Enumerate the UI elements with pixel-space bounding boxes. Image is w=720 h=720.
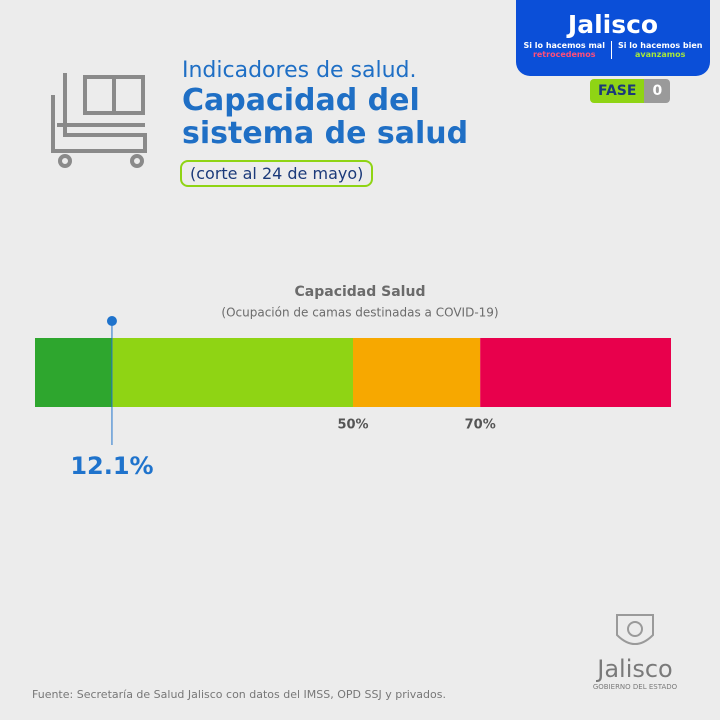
kicker: Indicadores de salud. — [182, 58, 417, 83]
phase-label: FASE — [590, 79, 645, 103]
chart-subtitle: (Ocupación de camas destinadas a COVID-1… — [221, 306, 498, 320]
seal-sub: GOBIERNO DEL ESTADO — [592, 683, 678, 691]
phase-badge: FASE 0 — [590, 79, 671, 103]
zone — [353, 338, 481, 407]
chart: Capacidad Salud (Ocupación de camas dest… — [35, 284, 671, 480]
seal-icon — [616, 614, 654, 645]
x-tick-label: 70% — [465, 418, 496, 433]
value-label: 12.1% — [70, 452, 153, 480]
logo-text: avanzamos — [635, 50, 686, 59]
phase-value: 0 — [644, 79, 671, 103]
bed-icon — [51, 73, 147, 168]
logo-text: retrocedemos — [532, 50, 596, 59]
title: Capacidad del sistema de salud — [182, 83, 469, 151]
source: Fuente: Secretaría de Salud Jalisco con … — [32, 688, 446, 701]
x-tick-label: 50% — [337, 418, 368, 433]
seal: Jalisco GOBIERNO DEL ESTADO — [585, 605, 685, 691]
logo-text: Si lo hacemos mal — [523, 41, 605, 50]
value-marker-dot — [106, 316, 117, 326]
logo-box: Jalisco Si lo hacemos mal retrocedemos Si… — [516, 0, 710, 76]
value-bar — [35, 338, 112, 407]
zone — [480, 338, 671, 407]
date-pill: (corte al 24 de mayo) — [180, 160, 374, 187]
logo-text: Si lo hacemos bien — [617, 41, 703, 50]
seal-name: Jalisco — [597, 655, 673, 683]
chart-title: Capacidad Salud — [295, 284, 426, 300]
logo-name: Jalisco — [567, 10, 659, 39]
